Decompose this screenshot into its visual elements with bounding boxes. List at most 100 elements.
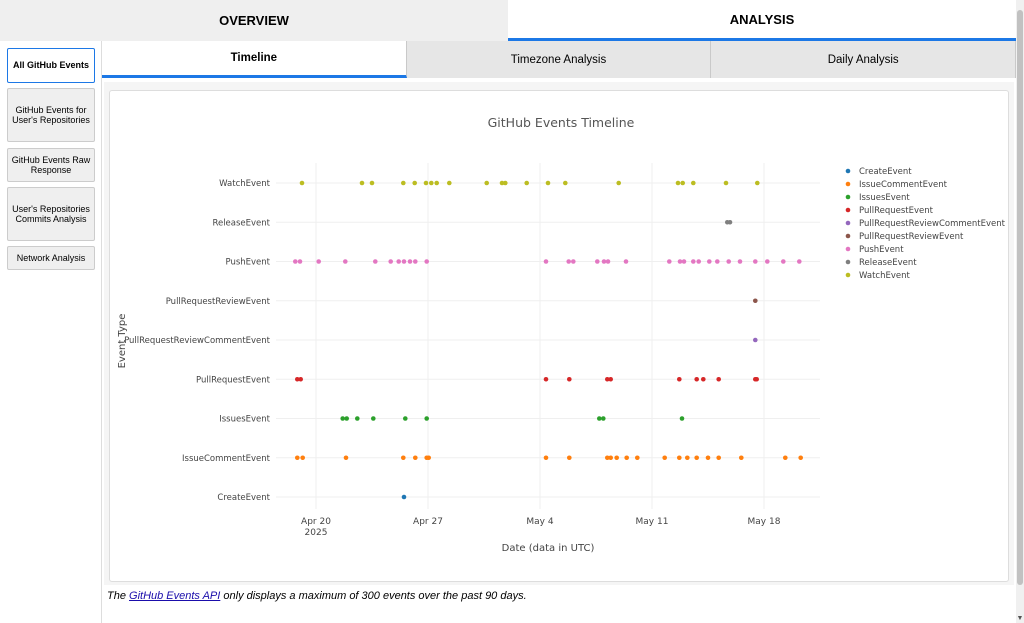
legend-marker bbox=[845, 233, 851, 239]
data-point bbox=[667, 259, 672, 264]
github-events-api-link[interactable]: GitHub Events API bbox=[129, 590, 221, 602]
data-point bbox=[605, 259, 611, 264]
data-point bbox=[424, 416, 430, 421]
data-point bbox=[316, 259, 321, 264]
data-point bbox=[295, 455, 300, 461]
data-point bbox=[624, 455, 629, 461]
data-point bbox=[616, 180, 621, 186]
data-point bbox=[723, 180, 729, 186]
sub-tab-bar: Timeline Timezone Analysis Daily Analysi… bbox=[102, 41, 1017, 78]
data-point bbox=[413, 259, 418, 264]
data-point bbox=[543, 376, 549, 382]
tab-timeline[interactable]: Timeline bbox=[102, 41, 407, 78]
data-point bbox=[412, 180, 418, 186]
chart-title: GitHub Events Timeline bbox=[488, 115, 635, 130]
data-point bbox=[426, 455, 432, 461]
data-point bbox=[707, 259, 712, 264]
y-tick-label: PushEvent bbox=[225, 258, 270, 268]
data-point bbox=[753, 337, 758, 343]
data-point bbox=[503, 180, 508, 186]
data-point bbox=[680, 180, 685, 186]
data-point bbox=[567, 455, 572, 461]
data-point bbox=[694, 376, 699, 382]
data-point bbox=[340, 416, 345, 421]
data-point bbox=[765, 259, 770, 264]
sidebar-item-raw-response[interactable]: GitHub Events Raw Response bbox=[7, 148, 95, 182]
y-axis-title: Event Type bbox=[117, 314, 128, 369]
data-point bbox=[737, 259, 743, 264]
data-point bbox=[371, 416, 376, 421]
y-tick-label: ReleaseEvent bbox=[212, 218, 270, 228]
footnote: The GitHub Events API only displays a ma… bbox=[107, 590, 527, 602]
data-point bbox=[605, 376, 610, 382]
data-point bbox=[705, 455, 711, 461]
x-year-label: 2025 bbox=[305, 528, 328, 538]
legend-label: ReleaseEvent bbox=[859, 258, 917, 268]
events-timeline-chart[interactable]: GitHub Events Timeline CreateEvent IssueCo… bbox=[110, 91, 1010, 583]
data-point bbox=[679, 416, 685, 421]
data-point bbox=[716, 455, 721, 461]
data-point bbox=[605, 455, 610, 461]
y-tick-label: IssuesEvent bbox=[219, 415, 270, 425]
data-point bbox=[726, 259, 731, 264]
data-point bbox=[601, 259, 607, 264]
data-point bbox=[623, 259, 629, 264]
data-point bbox=[739, 455, 744, 461]
y-tick-label: CreateEvent bbox=[217, 493, 270, 503]
data-point bbox=[293, 259, 298, 264]
sidebar: All GitHub Events GitHub Events for User… bbox=[0, 41, 102, 623]
chart-panel: GitHub Events Timeline CreateEvent IssueCo… bbox=[104, 82, 1014, 585]
data-point bbox=[543, 259, 549, 264]
data-point bbox=[434, 180, 440, 186]
top-tab-bar: OVERVIEW ANALYSIS bbox=[0, 0, 1016, 41]
legend-marker bbox=[845, 207, 851, 213]
data-point bbox=[635, 455, 640, 461]
scroll-down-arrow-icon[interactable]: ▼ bbox=[1016, 615, 1024, 622]
data-point bbox=[798, 455, 803, 461]
data-point bbox=[691, 259, 696, 264]
data-point bbox=[407, 259, 413, 264]
data-point bbox=[677, 376, 682, 382]
legend-label: PullRequestReviewEvent bbox=[859, 232, 964, 242]
data-point bbox=[401, 180, 406, 186]
tab-daily-analysis[interactable]: Daily Analysis bbox=[711, 41, 1017, 78]
data-point bbox=[755, 180, 760, 186]
sidebar-item-all-github-events[interactable]: All GitHub Events bbox=[7, 48, 95, 83]
data-point bbox=[691, 180, 696, 186]
sidebar-item-user-repositories-events[interactable]: GitHub Events for User's Repositories bbox=[7, 88, 95, 142]
legend-label: PullRequestEvent bbox=[859, 206, 934, 216]
data-point bbox=[300, 455, 305, 461]
sidebar-item-commits-analysis[interactable]: User's Repositories Commits Analysis bbox=[7, 187, 95, 241]
legend-label: IssuesEvent bbox=[859, 193, 910, 203]
x-tick-label: May 4 bbox=[526, 517, 553, 527]
data-point bbox=[608, 455, 613, 461]
scrollbar-thumb[interactable] bbox=[1017, 10, 1023, 585]
data-point bbox=[677, 259, 683, 264]
legend-marker bbox=[845, 246, 851, 252]
sidebar-item-network-analysis[interactable]: Network Analysis bbox=[7, 246, 95, 270]
page-scrollbar[interactable]: ▼ bbox=[1016, 0, 1024, 623]
y-tick-label: WatchEvent bbox=[219, 179, 270, 189]
legend-label: PullRequestReviewCommentEvent bbox=[859, 219, 1006, 229]
data-point bbox=[694, 455, 699, 461]
tab-overview[interactable]: OVERVIEW bbox=[0, 0, 508, 41]
data-point bbox=[298, 376, 303, 382]
y-tick-label: IssueCommentEvent bbox=[182, 454, 271, 464]
data-point bbox=[614, 455, 619, 461]
x-tick-label: Apr 27 bbox=[413, 517, 443, 527]
x-axis-title: Date (data in UTC) bbox=[502, 543, 595, 554]
x-tick-label: May 18 bbox=[748, 517, 781, 527]
tab-analysis[interactable]: ANALYSIS bbox=[508, 0, 1016, 41]
legend-marker bbox=[845, 181, 851, 187]
legend-marker bbox=[845, 259, 851, 265]
data-point bbox=[295, 376, 300, 382]
data-point bbox=[297, 259, 303, 264]
data-point bbox=[388, 259, 394, 264]
data-point bbox=[369, 180, 375, 186]
y-tick-label: PullRequestReviewEvent bbox=[166, 297, 271, 307]
tab-timezone-analysis[interactable]: Timezone Analysis bbox=[406, 41, 712, 78]
data-point bbox=[567, 376, 572, 382]
data-point bbox=[753, 259, 758, 264]
data-point bbox=[716, 376, 721, 382]
x-tick-label: Apr 20 bbox=[301, 517, 331, 527]
